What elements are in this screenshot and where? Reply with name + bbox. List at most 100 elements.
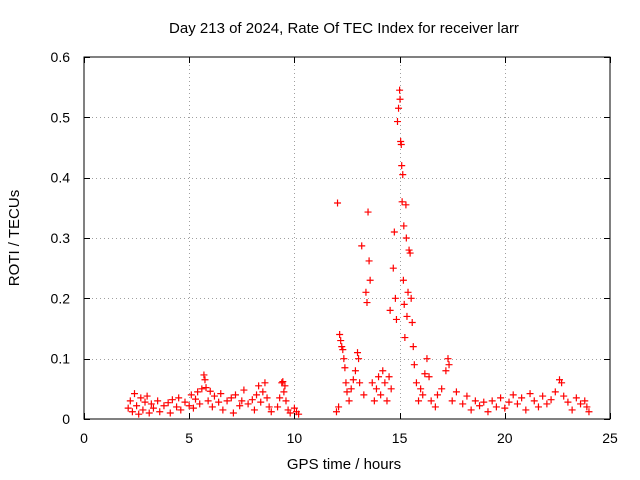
data-point xyxy=(177,406,185,414)
y-tick-label: 0.2 xyxy=(51,290,71,306)
data-point xyxy=(133,402,141,410)
plot-frame xyxy=(83,56,611,420)
data-point xyxy=(501,404,509,412)
data-point xyxy=(415,397,423,405)
data-point xyxy=(539,392,547,400)
grid-lines xyxy=(84,57,610,419)
data-point xyxy=(194,388,202,396)
data-point xyxy=(407,294,415,302)
data-point xyxy=(513,400,521,408)
data-point xyxy=(463,392,471,400)
data-point xyxy=(476,402,484,410)
data-point xyxy=(505,398,513,406)
data-point xyxy=(215,398,223,406)
data-point xyxy=(401,334,409,342)
data-point xyxy=(448,397,456,405)
data-point xyxy=(497,394,505,402)
data-point xyxy=(336,331,344,339)
data-point xyxy=(198,385,206,393)
data-point xyxy=(410,361,418,369)
data-point xyxy=(421,370,429,378)
data-point xyxy=(365,257,373,265)
data-point xyxy=(274,403,282,411)
data-point xyxy=(210,392,218,400)
data-point xyxy=(181,398,189,406)
data-point xyxy=(175,394,183,402)
x-tick-label: 10 xyxy=(287,430,303,446)
data-point xyxy=(425,373,433,381)
data-point xyxy=(173,403,181,411)
data-point xyxy=(202,384,210,392)
x-tick-label: 20 xyxy=(497,430,513,446)
data-point xyxy=(530,397,538,405)
data-point xyxy=(392,315,400,323)
data-point xyxy=(279,378,287,386)
data-point xyxy=(558,379,566,387)
data-points xyxy=(124,86,593,418)
data-point xyxy=(219,406,227,414)
data-point xyxy=(442,367,450,375)
data-point xyxy=(332,408,340,416)
data-point xyxy=(385,373,393,381)
data-point xyxy=(276,394,284,402)
data-point xyxy=(492,403,500,411)
data-point xyxy=(358,242,366,250)
data-point xyxy=(396,86,404,94)
data-point xyxy=(431,403,439,411)
data-point xyxy=(341,364,349,372)
data-point xyxy=(236,402,244,410)
data-point xyxy=(244,400,252,408)
data-point xyxy=(340,355,348,363)
data-point xyxy=(355,355,363,363)
data-point xyxy=(551,388,559,396)
data-point xyxy=(135,410,143,418)
data-point xyxy=(139,406,147,414)
data-point xyxy=(137,394,145,402)
data-point xyxy=(206,387,214,395)
data-point xyxy=(295,410,303,418)
x-tick-labels: 0 5 10 15 20 25 xyxy=(80,430,618,446)
data-point xyxy=(543,400,551,408)
data-point xyxy=(342,379,350,387)
data-point xyxy=(383,397,391,405)
data-point xyxy=(396,95,404,103)
data-point xyxy=(419,391,427,399)
data-point xyxy=(248,396,256,404)
data-point xyxy=(347,385,355,393)
data-point xyxy=(412,379,420,387)
data-point xyxy=(387,385,395,393)
data-point xyxy=(362,288,370,296)
data-point xyxy=(141,398,149,406)
data-point xyxy=(397,140,405,148)
data-point xyxy=(335,403,343,411)
data-point xyxy=(400,222,408,230)
data-point xyxy=(281,382,289,390)
data-point xyxy=(259,388,267,396)
data-point xyxy=(223,397,231,405)
data-point xyxy=(404,288,412,296)
y-tick-label: 0 xyxy=(62,411,70,427)
data-point xyxy=(286,409,294,417)
data-point xyxy=(393,118,401,126)
data-point xyxy=(166,409,174,417)
data-point xyxy=(534,403,542,411)
data-point xyxy=(147,400,155,408)
data-point xyxy=(417,385,425,393)
data-point xyxy=(375,373,383,381)
data-point xyxy=(200,371,208,379)
data-point xyxy=(261,379,269,387)
data-point xyxy=(278,379,286,387)
data-point xyxy=(372,385,380,393)
data-point xyxy=(402,201,410,209)
data-point xyxy=(337,337,345,345)
data-point xyxy=(160,402,168,410)
data-point xyxy=(368,379,376,387)
data-point xyxy=(263,394,271,402)
data-point xyxy=(583,403,591,411)
data-point xyxy=(196,400,204,408)
data-point xyxy=(409,343,417,351)
data-point xyxy=(282,397,290,405)
x-tick-label: 5 xyxy=(185,430,193,446)
data-point xyxy=(255,382,263,390)
data-point xyxy=(227,394,235,402)
